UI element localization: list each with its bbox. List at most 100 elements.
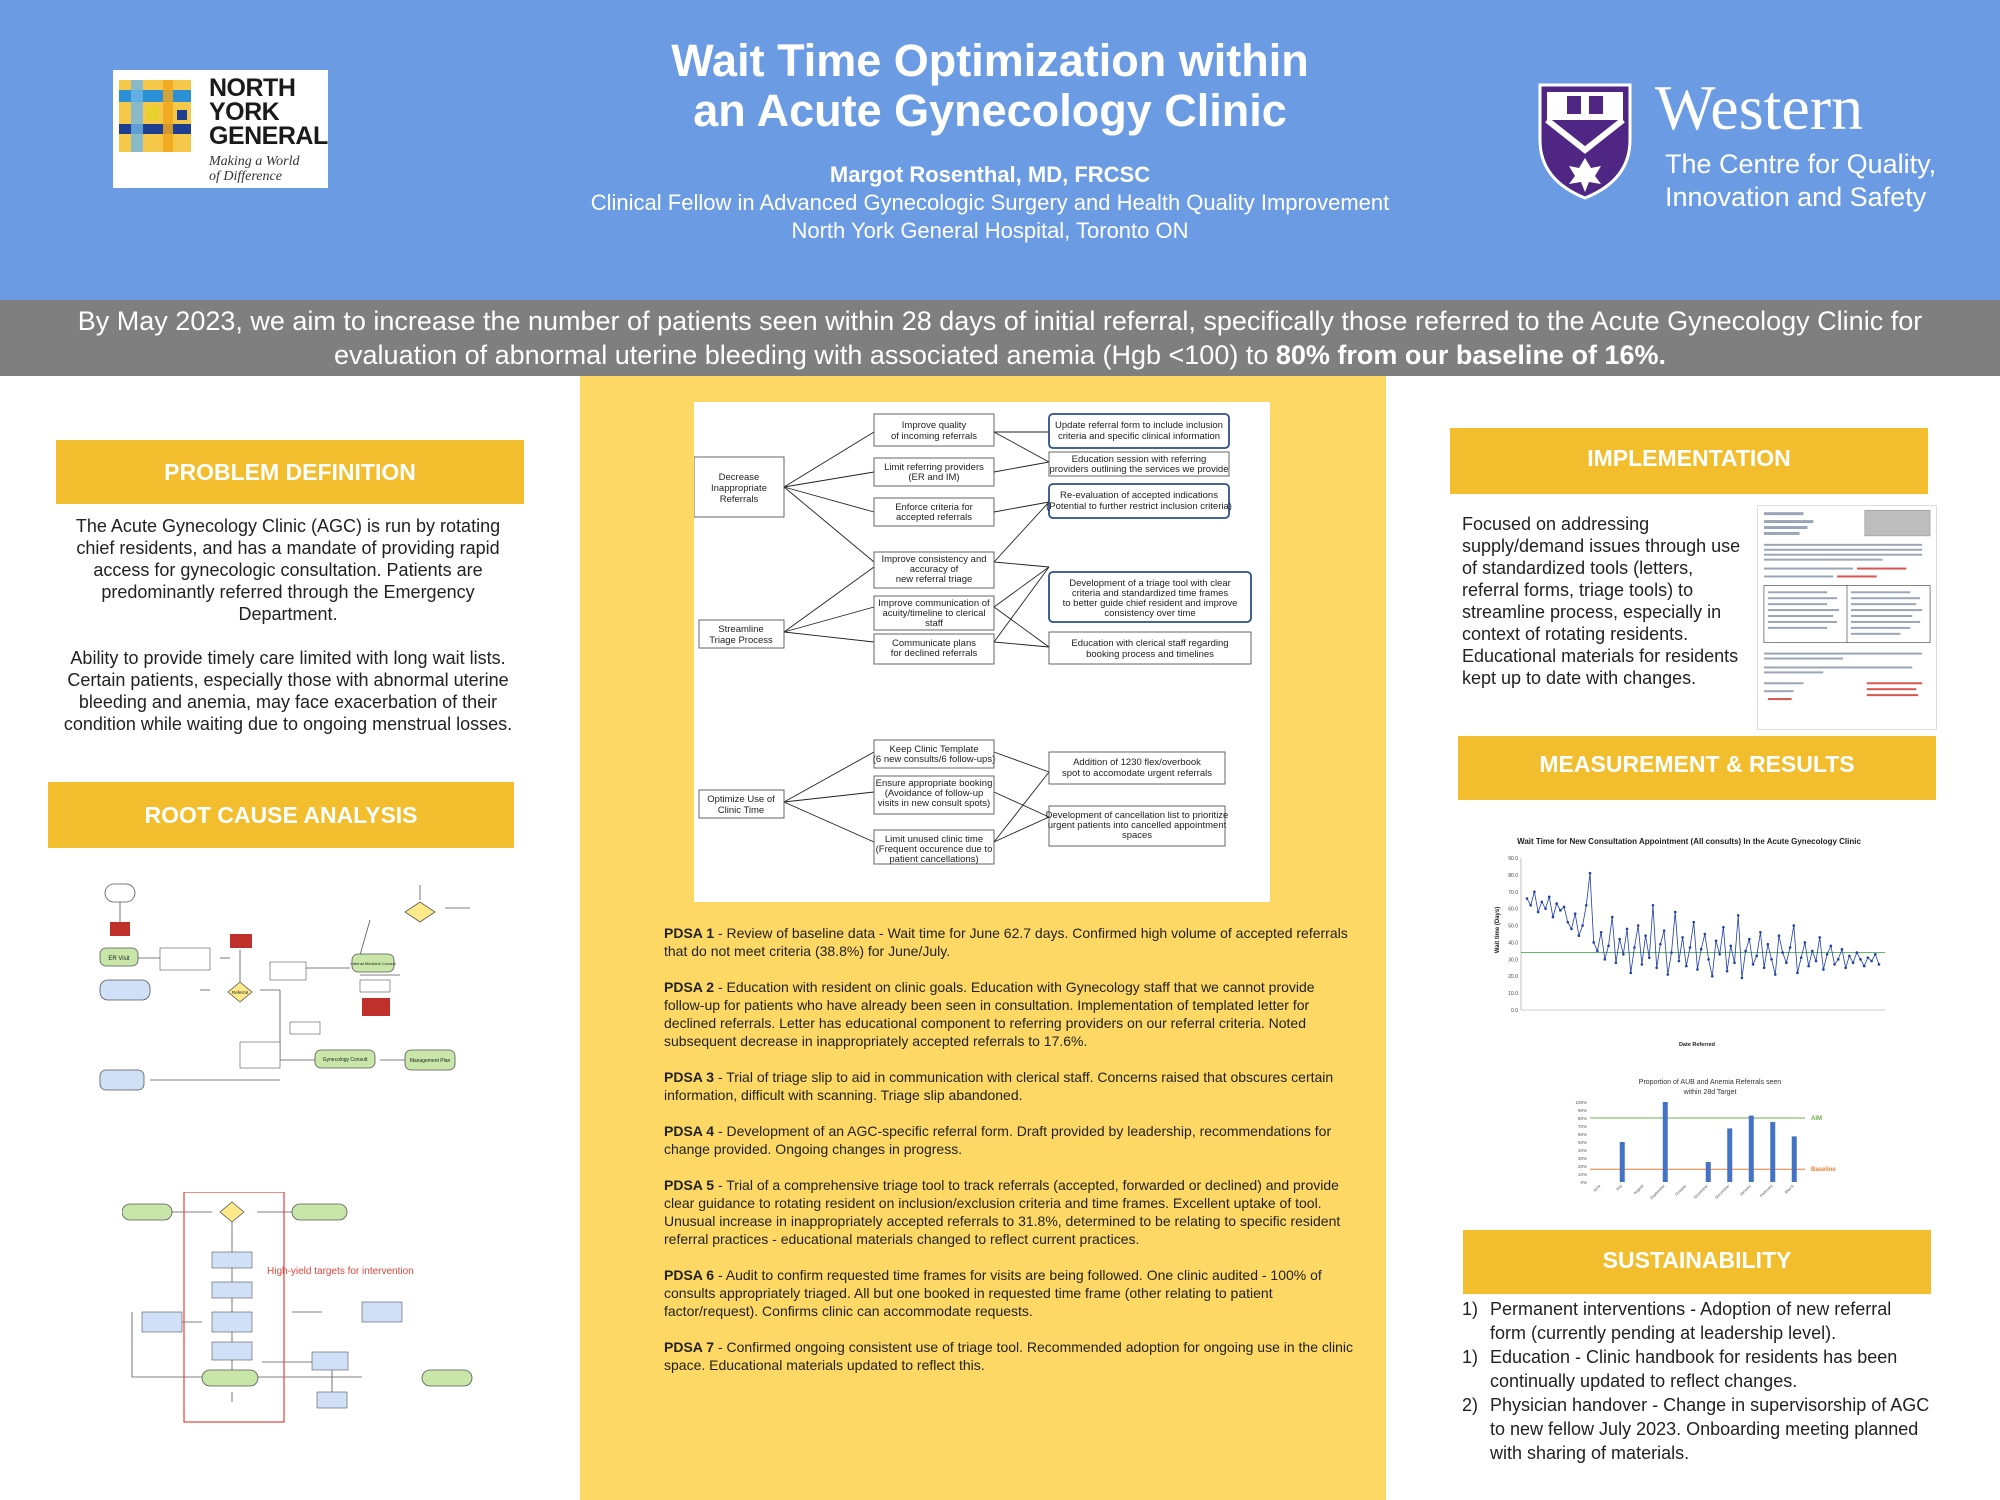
referral-label: Referral [232,990,248,995]
run-chart-point [1866,956,1870,959]
run-chart-point [1755,954,1759,958]
run-chart-point [1785,961,1788,965]
run-chart-point [1762,966,1766,970]
driver-diagram: Decrease Inappropriate Referrals Streamlin… [694,402,1270,902]
sustainability-heading: SUSTAINABILITY [1463,1230,1931,1294]
primary-driver-1: Decrease Inappropriate Referrals [711,472,767,505]
run-chart-point [1777,934,1781,937]
run-chart-y-tick: 80.0 [1508,873,1518,879]
pdsa-item: PDSA 2 - Education with resident on clin… [664,979,1315,1049]
bar-chart-y-tick: 100% [1575,1100,1587,1105]
aub-anemia-bar-chart: Proportion of AUB and Anemia Referrals s… [1560,1072,1860,1218]
run-chart-point [1607,944,1610,948]
run-chart-point [1688,946,1692,949]
bar-chart-x-tick: October [1674,1183,1688,1197]
run-chart-point [1540,900,1544,904]
run-chart-point [1714,939,1718,943]
run-chart-point [1599,931,1603,934]
run-chart-point [1870,959,1873,963]
run-chart-xlabel: Date Referred [1679,1042,1715,1048]
pdsa-item: PDSA 1 - Review of baseline data - Wait … [664,925,1348,959]
high-yield-flowchart: High-yield targets for intervention [122,1192,473,1423]
run-chart-point [1718,952,1721,956]
run-chart-point [1873,952,1877,956]
run-chart-point [1666,973,1670,976]
run-chart-point [1555,902,1558,905]
run-chart-point [1673,910,1677,914]
run-chart-point [1781,951,1784,954]
run-chart-point [1622,952,1625,956]
sustainability-list: 1) Permanent interventions - Adoption of … [1462,1297,1932,1465]
bar-chart-y-tick: 30% [1578,1156,1587,1161]
bar-chart-y-tick: 90% [1578,1108,1587,1113]
run-chart-point [1584,903,1588,907]
bar-chart-y-tick: 60% [1578,1132,1587,1137]
run-chart-point [1848,954,1851,958]
sustainability-item: 2) Physician handover - Change in supervi… [1462,1395,1930,1463]
run-chart-point [1647,956,1651,959]
run-chart-point [1529,903,1533,907]
run-chart-point [1859,958,1862,961]
aim-statement: By May 2023, we aim to increase the numb… [0,300,2000,376]
run-chart-point [1614,961,1618,965]
run-chart-point [1629,971,1633,975]
bar-chart-y-tick: 70% [1578,1124,1587,1129]
referral-letter-thumbnail [1757,505,1937,730]
secondary-driver-3: Enforce criteria for accepted referrals [895,502,973,523]
bar-chart-x-tick: July [1614,1183,1623,1192]
run-chart-point [1577,934,1581,937]
run-chart-y-tick: 40.0 [1508,940,1518,946]
run-chart-point [1655,966,1658,970]
nygh-plaid-mark [119,80,191,152]
secondary-driver-7: Keep Clinic Template (6 new consults/6 fo… [873,744,996,765]
run-chart-point [1703,932,1707,936]
run-chart-point [1792,924,1796,927]
run-chart-point [1822,968,1825,971]
run-chart-point [1625,927,1629,931]
run-chart-y-tick: 70.0 [1508,890,1518,896]
western-crest-icon [1538,83,1632,200]
run-chart-point [1633,946,1636,949]
run-chart-point [1851,961,1855,965]
run-chart-point [1566,920,1570,924]
bar-chart-x-tick: August [1632,1183,1645,1196]
primary-driver-2: Streamline Triage Process [709,624,773,646]
run-chart-point [1818,936,1822,939]
secondary-driver-4: Improve consistency and accuracy of new re… [881,554,986,585]
run-chart-point [1562,905,1566,909]
secondary-driver-5: Improve communication of acuity/timeline … [878,598,990,629]
run-chart-y-tick: 30.0 [1508,957,1518,963]
run-chart-point [1722,925,1725,929]
bar-chart-x-tick: December [1714,1183,1731,1200]
measurement-heading: MEASUREMENT & RESULTS [1458,736,1936,800]
run-chart-point [1729,944,1733,948]
secondary-driver-6: Communicate plans for declined referrals [891,638,978,659]
implementation-heading: IMPLEMENTATION [1450,428,1928,494]
change-idea-4: Development of a triage tool with clear c… [1063,578,1238,619]
run-chart-point [1547,895,1551,899]
run-chart-point [1581,924,1584,927]
run-chart-point [1659,942,1662,946]
pdsa-item: PDSA 7 - Confirmed ongoing consistent us… [664,1339,1353,1373]
internal-medicine-label: Internal Medicine Consult [350,961,396,966]
run-chart-point [1825,952,1829,956]
sustainability-item: 1) Permanent interventions - Adoption of … [1462,1299,1892,1343]
problem-definition-text: The Acute Gynecology Clinic (AGC) is run… [63,516,513,734]
north-york-general-logo: NORTH YORK GENERAL Making a World of Dif… [113,70,328,188]
run-chart-point [1799,956,1803,959]
run-chart-point [1862,964,1866,968]
bar-chart-bar [1748,1115,1754,1182]
western-wordmark: Western [1655,72,1864,143]
run-chart-point [1733,961,1736,965]
nygh-tagline: Making a World of Difference [209,154,300,184]
run-chart-point [1770,958,1773,961]
run-chart-point [1651,903,1655,907]
run-chart-ylabel: Wait time (Days) [1495,907,1501,953]
run-chart-point [1829,944,1833,948]
run-chart-point [1544,907,1547,910]
bar-chart-x-tick: November [1692,1183,1709,1200]
root-cause-heading: ROOT CAUSE ANALYSIS [48,782,514,848]
run-chart-y-tick: 20.0 [1508,974,1518,980]
run-chart-point [1844,966,1847,970]
bar-chart-bar [1619,1142,1625,1182]
